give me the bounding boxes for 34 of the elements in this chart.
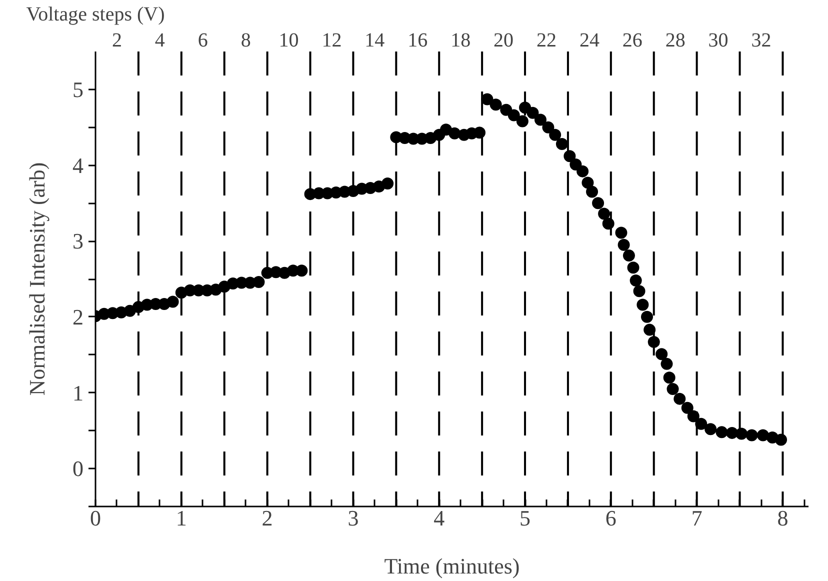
x2-tick-label: 6 — [198, 30, 208, 52]
x2-tick-label: 22 — [536, 30, 556, 52]
y-tick-label: 4 — [72, 152, 84, 178]
y-tick-label: 0 — [72, 456, 84, 482]
x2-tick-label: 18 — [450, 30, 471, 52]
x2-tick-label: 2 — [112, 30, 122, 52]
x-tick-label: 2 — [262, 506, 273, 530]
x2-tick-label: 12 — [322, 30, 342, 52]
x2-tick-label: 28 — [665, 30, 686, 52]
x2-tick-label: 20 — [494, 30, 514, 52]
x2-tick-label: 32 — [751, 30, 772, 52]
x-tick-label: 6 — [605, 506, 616, 530]
x2-axis-title: Voltage steps (V) — [26, 4, 165, 26]
x2-tick-label: 26 — [622, 30, 642, 52]
x-tick-label: 4 — [434, 506, 445, 530]
x-tick-label: 1 — [176, 506, 187, 530]
x2-tick-label: 8 — [240, 30, 251, 52]
x2-tick-label: 24 — [579, 30, 600, 52]
x2-tick-label: 16 — [408, 30, 428, 52]
y-tick-label: 5 — [72, 76, 84, 102]
y-tick-label: 1 — [72, 380, 84, 406]
x2-tick-label: 10 — [278, 30, 299, 52]
x-axis-title: Time (minutes) — [384, 554, 520, 578]
x2-tick-label: 30 — [708, 30, 728, 52]
y-axis-title: Normalised Intensity (arb) — [24, 162, 50, 396]
x-tick-label: 8 — [777, 506, 788, 530]
y-tick-label: 3 — [72, 228, 84, 254]
x-tick-label: 0 — [90, 506, 101, 530]
x-tick-label: 7 — [691, 506, 702, 530]
x2-tick-label: 4 — [154, 30, 165, 52]
x-tick-label: 5 — [520, 506, 531, 530]
x2-tick-label: 14 — [364, 30, 385, 52]
x-tick-label: 3 — [348, 506, 359, 530]
y-tick-label: 2 — [72, 304, 84, 330]
